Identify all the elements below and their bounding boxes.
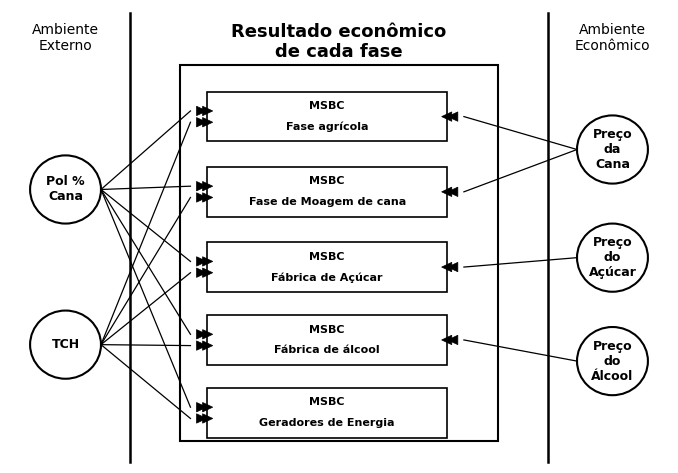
Polygon shape [203, 414, 213, 423]
Polygon shape [197, 403, 207, 412]
Polygon shape [203, 403, 213, 412]
Ellipse shape [577, 224, 648, 292]
Ellipse shape [577, 327, 648, 395]
Bar [207, 92, 447, 141]
Text: MSBC: MSBC [309, 397, 345, 407]
Polygon shape [203, 117, 213, 127]
Text: Preço
da
Cana: Preço da Cana [593, 128, 633, 171]
Bar [207, 388, 447, 438]
Bar [207, 242, 447, 292]
Polygon shape [197, 117, 207, 127]
Bar [180, 65, 498, 441]
Ellipse shape [30, 311, 101, 379]
Polygon shape [203, 330, 213, 339]
Polygon shape [203, 257, 213, 266]
Polygon shape [203, 341, 213, 350]
Polygon shape [197, 257, 207, 266]
Polygon shape [447, 112, 458, 121]
Text: Preço
do
Álcool: Preço do Álcool [591, 340, 633, 383]
Text: Fase de Moagem de cana: Fase de Moagem de cana [249, 197, 406, 207]
Text: Pol %
Cana: Pol % Cana [46, 175, 85, 203]
Text: Resultado econômico
de cada fase: Resultado econômico de cada fase [231, 23, 447, 61]
Text: Ambiente
Econômico: Ambiente Econômico [575, 23, 650, 53]
Polygon shape [447, 335, 458, 345]
Polygon shape [197, 268, 207, 277]
Polygon shape [197, 414, 207, 423]
Bar [207, 315, 447, 365]
Text: MSBC: MSBC [309, 101, 345, 111]
Text: MSBC: MSBC [309, 252, 345, 262]
Polygon shape [441, 335, 452, 345]
Polygon shape [441, 263, 452, 272]
Text: Preço
do
Açúcar: Preço do Açúcar [589, 236, 637, 279]
Text: Ambiente
Externo: Ambiente Externo [32, 23, 99, 53]
Text: MSBC: MSBC [309, 324, 345, 334]
Text: Geradores de Energia: Geradores de Energia [260, 418, 395, 428]
Polygon shape [441, 112, 452, 121]
Polygon shape [447, 187, 458, 196]
Text: Fábrica de álcool: Fábrica de álcool [275, 345, 380, 355]
Text: TCH: TCH [52, 338, 79, 351]
Ellipse shape [577, 115, 648, 184]
Polygon shape [197, 182, 207, 191]
Polygon shape [203, 268, 213, 277]
Polygon shape [197, 106, 207, 116]
Bar [207, 167, 447, 217]
Text: Fábrica de Açúcar: Fábrica de Açúcar [271, 272, 383, 283]
Text: MSBC: MSBC [309, 176, 345, 186]
Polygon shape [197, 330, 207, 339]
Polygon shape [447, 263, 458, 272]
Text: Fase agrícola: Fase agrícola [286, 122, 368, 132]
Polygon shape [197, 341, 207, 350]
Polygon shape [197, 193, 207, 202]
Polygon shape [203, 193, 213, 202]
Polygon shape [441, 187, 452, 196]
Polygon shape [203, 182, 213, 191]
Ellipse shape [30, 156, 101, 224]
Polygon shape [203, 106, 213, 116]
